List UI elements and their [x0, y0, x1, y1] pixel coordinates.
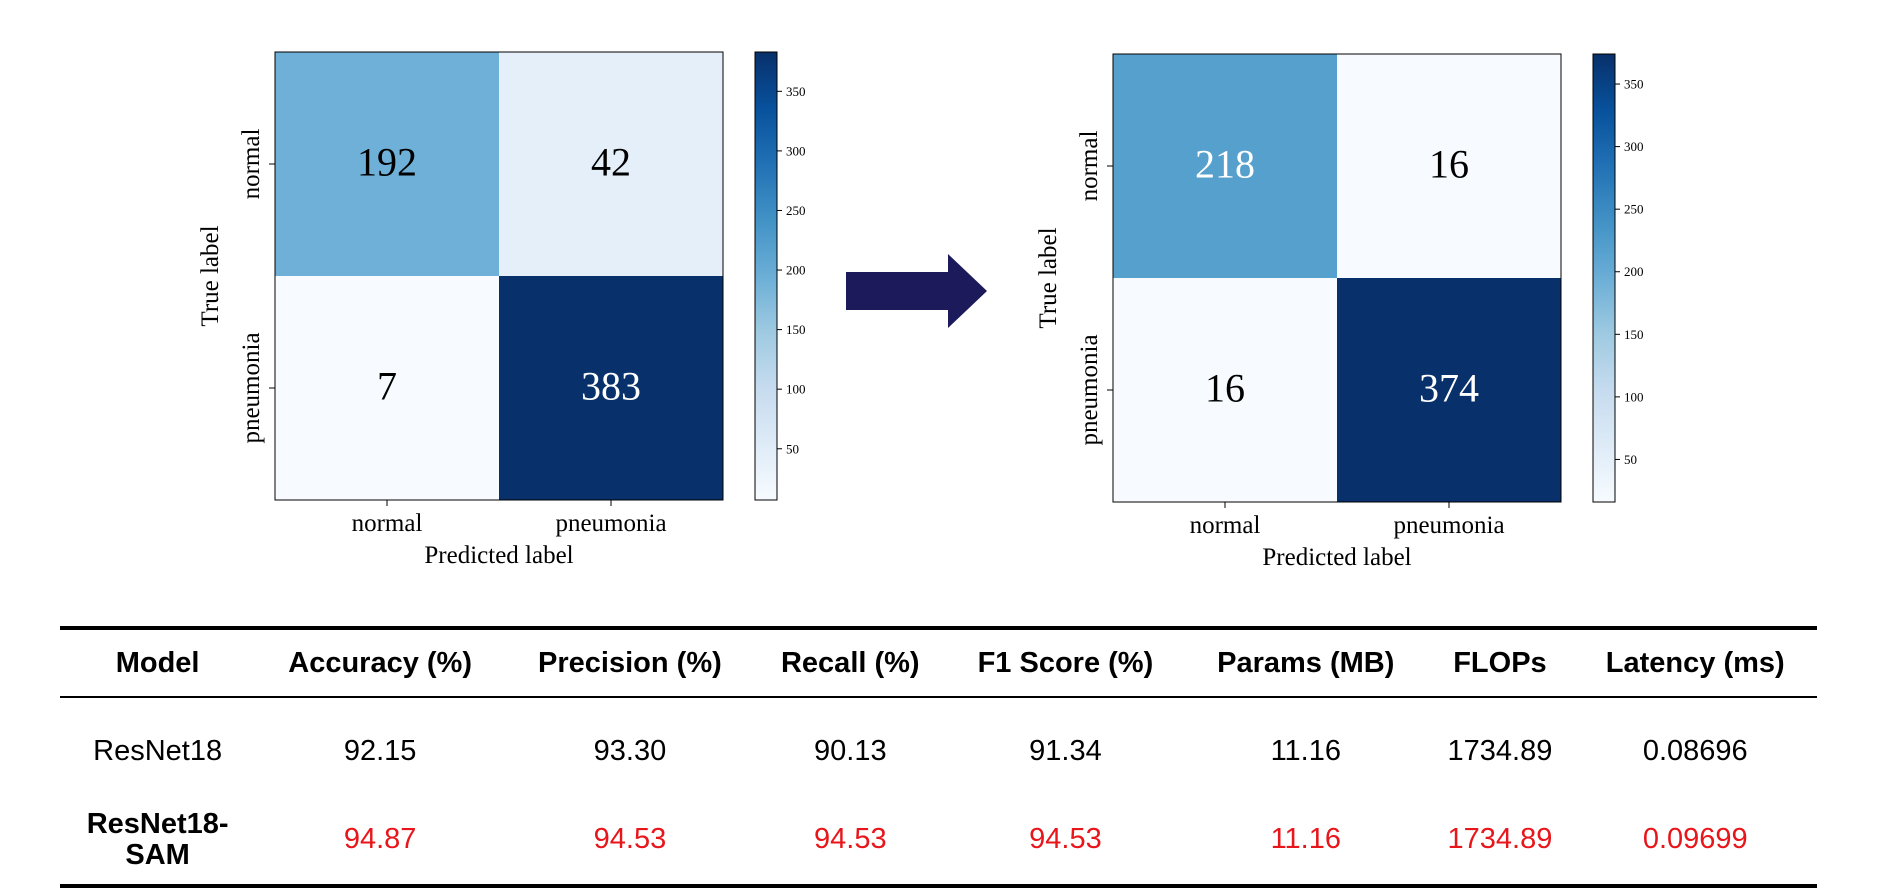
colorbar-tick-label: 250	[1624, 202, 1644, 217]
metric-cell: 11.16	[1270, 735, 1341, 768]
cell-value-label: 7	[377, 364, 397, 409]
heatmap-cell	[275, 276, 499, 500]
cell-value-label: 16	[1205, 366, 1245, 411]
metric-cell: 94.53	[1029, 823, 1102, 856]
x-axis-label: Predicted label	[424, 542, 573, 569]
colorbar	[1592, 53, 1616, 503]
colorbar-tick-label: 150	[1624, 327, 1644, 342]
x-axis-label: Predicted label	[1262, 544, 1411, 571]
colorbar-tick-label: 50	[1624, 452, 1637, 467]
confusion-matrices-figure: 192 42 7 383 normal pneumonia normal pneumonia P…	[197, 51, 1644, 571]
plot-frame	[274, 51, 724, 501]
column-header: Params (MB)	[1217, 646, 1395, 679]
heatmap-cell	[1113, 278, 1337, 502]
cell-value-label: 16	[1429, 142, 1469, 187]
heatmap-cell	[1337, 278, 1561, 502]
confusion-matrix-1: 192 42 7 383 normal pneumonia normal pneumonia P…	[197, 51, 806, 569]
column-header: FLOPs	[1453, 646, 1547, 679]
column-header: F1 Score (%)	[977, 646, 1154, 679]
metric-cell: 92.15	[343, 735, 417, 768]
y-tick-label: pneumonia	[238, 332, 265, 443]
table-row: ResNet18- SAM 94.87 94.53 94.53 94.53 11.16 173…	[60, 796, 1817, 886]
column-header: Latency (ms)	[1605, 646, 1785, 679]
heatmap-cell	[1337, 54, 1561, 278]
metric-cell: 90.13	[814, 735, 887, 768]
x-tick-label: pneumonia	[555, 510, 666, 537]
colorbar-tick-label: 150	[786, 322, 806, 337]
colorbar-tick-label: 100	[1624, 389, 1644, 404]
colorbar-tick-label: 200	[1624, 264, 1644, 279]
metric-cell: 0.08696	[1642, 735, 1748, 768]
column-header: Model	[115, 646, 200, 679]
colorbar-tick-label: 350	[1624, 77, 1644, 92]
confusion-matrix-2: 218 16 16 374 normal pneumonia normal pneumonia…	[1035, 53, 1644, 571]
heatmap-cell	[499, 276, 723, 500]
heatmap-cell	[275, 52, 499, 276]
heatmap-cell	[1113, 54, 1337, 278]
colorbar	[754, 51, 778, 501]
colorbar-tick-label: 300	[1624, 139, 1644, 154]
column-header: Recall (%)	[780, 646, 920, 679]
y-tick-label: pneumonia	[1076, 334, 1103, 445]
x-tick-label: pneumonia	[1393, 512, 1504, 539]
x-tick-label: normal	[352, 510, 423, 537]
arrow-icon	[846, 254, 987, 328]
metric-cell: 0.09699	[1642, 823, 1748, 856]
table-row: ResNet18 92.15 93.30 90.13 91.34 11.16 1734.89…	[60, 697, 1817, 796]
model-name-cell: ResNet18- SAM	[86, 807, 229, 871]
column-header: Precision (%)	[538, 646, 722, 679]
metric-cell: 1734.89	[1447, 735, 1553, 768]
cell-value-label: 192	[357, 140, 417, 185]
colorbar-tick-label: 200	[786, 263, 806, 278]
model-name-cell: ResNet18	[93, 735, 223, 768]
cell-value-label: 383	[581, 364, 641, 409]
heatmap-cell	[499, 52, 723, 276]
colorbar-tick-label: 300	[786, 143, 806, 158]
metric-cell: 94.87	[343, 823, 417, 856]
y-axis-label: True label	[1035, 227, 1062, 328]
cell-value-label: 374	[1419, 366, 1479, 411]
plot-frame	[1112, 53, 1562, 503]
y-tick-label: normal	[238, 129, 265, 200]
cell-value-label: 42	[591, 140, 631, 185]
y-tick-label: normal	[1076, 131, 1103, 202]
x-tick-label: normal	[1190, 512, 1261, 539]
metric-cell: 94.53	[814, 823, 887, 856]
metric-cell: 94.53	[593, 823, 667, 856]
table-header-row: Model Accuracy (%) Precision (%) Recall (%)…	[60, 628, 1817, 697]
metric-cell: 91.34	[1029, 735, 1102, 768]
colorbar-tick-label: 250	[786, 203, 806, 218]
y-axis-label: True label	[197, 225, 224, 326]
results-table: Model Accuracy (%) Precision (%) Recall (%)…	[60, 626, 1817, 888]
colorbar-tick-label: 100	[786, 382, 806, 397]
colorbar-tick-label: 350	[786, 84, 806, 99]
metric-cell: 11.16	[1270, 823, 1341, 856]
metric-cell: 1734.89	[1447, 823, 1553, 856]
column-header: Accuracy (%)	[288, 646, 472, 679]
cell-value-label: 218	[1195, 142, 1255, 187]
colorbar-tick-label: 50	[786, 441, 799, 456]
metric-cell: 93.30	[593, 735, 667, 768]
